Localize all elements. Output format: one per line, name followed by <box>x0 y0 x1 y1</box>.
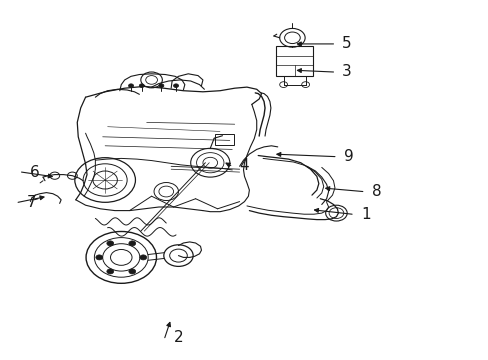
Circle shape <box>128 269 135 274</box>
Circle shape <box>106 269 113 274</box>
Bar <box>215 134 233 145</box>
Circle shape <box>139 84 144 87</box>
Text: 1: 1 <box>360 207 370 222</box>
Circle shape <box>96 255 102 260</box>
Text: 6: 6 <box>30 165 40 180</box>
Text: 9: 9 <box>343 149 353 164</box>
Circle shape <box>159 84 163 87</box>
Text: 4: 4 <box>239 158 249 173</box>
Bar <box>276 46 312 76</box>
Text: 2: 2 <box>173 330 183 345</box>
Text: 3: 3 <box>342 64 351 80</box>
Text: 7: 7 <box>27 195 37 210</box>
Circle shape <box>140 255 146 260</box>
Circle shape <box>129 241 136 246</box>
Circle shape <box>128 84 133 87</box>
Circle shape <box>173 84 178 87</box>
Text: 5: 5 <box>342 36 351 51</box>
Text: 8: 8 <box>371 184 381 199</box>
Circle shape <box>106 241 113 246</box>
